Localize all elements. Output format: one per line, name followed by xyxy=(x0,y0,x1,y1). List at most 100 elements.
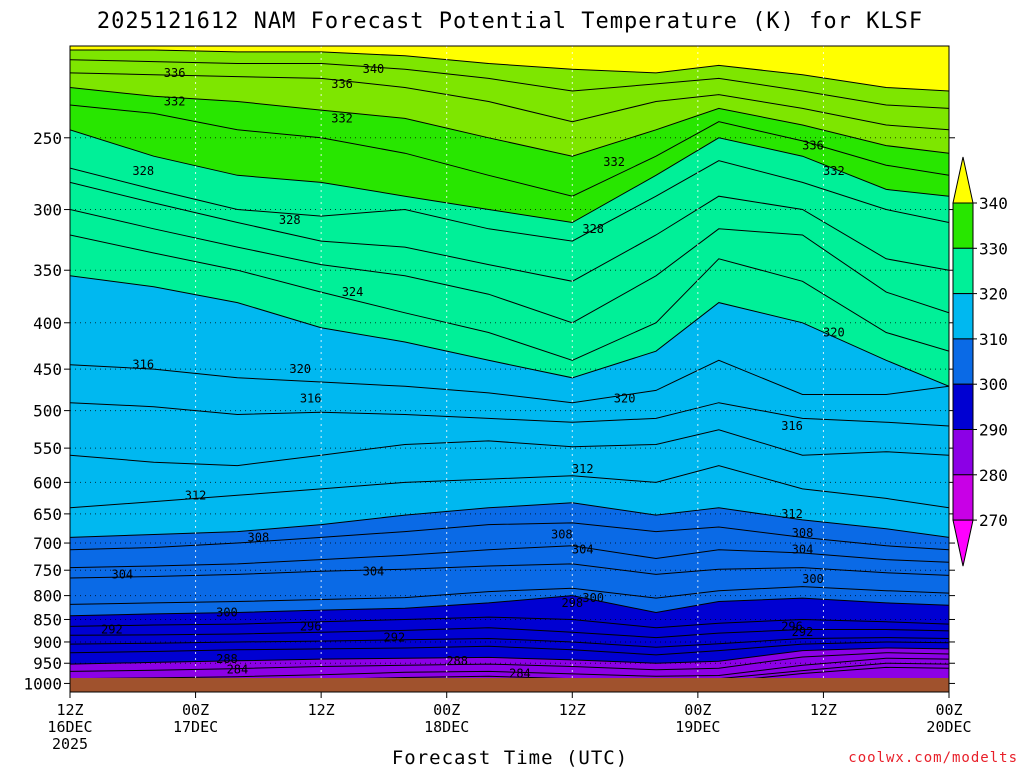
contour-label: 336 xyxy=(331,77,353,91)
contour-label: 332 xyxy=(823,164,845,178)
colorbar: 340 330 320 310 300 290 280 270 xyxy=(952,156,1008,567)
isentrope-334 xyxy=(70,87,949,157)
contour-label: 304 xyxy=(792,543,814,557)
isentrope-298 xyxy=(70,616,949,629)
isentrope-312 xyxy=(70,465,949,509)
x-tick-label: 19DEC xyxy=(675,718,720,736)
contour-label: 328 xyxy=(582,222,604,236)
ground-bar xyxy=(70,678,949,692)
credit-text: coolwx.com/modelts xyxy=(848,750,1018,766)
x-tick-label: 12Z xyxy=(810,701,837,719)
contour-label: 292 xyxy=(384,631,406,645)
y-tick-label: 800 xyxy=(33,587,62,606)
contour-label: 332 xyxy=(331,111,353,125)
contour-label: 304 xyxy=(111,567,133,581)
contour-label: 288 xyxy=(446,654,468,668)
y-tick-label: 900 xyxy=(33,633,62,652)
contour-label: 336 xyxy=(802,139,824,153)
isentrope-332 xyxy=(70,104,949,197)
contour-label: 300 xyxy=(582,591,604,605)
isentrope-326 xyxy=(70,181,949,282)
contour-label: 328 xyxy=(132,164,154,178)
contour-label: 336 xyxy=(164,66,186,80)
colorbar-segment xyxy=(952,338,974,385)
contour-label: 300 xyxy=(216,605,238,619)
contour-labels: 336 340 336 332 332 336 332 332 328 328 328 324 320 3… xyxy=(101,62,845,680)
x-tick-label: 16DEC xyxy=(47,718,92,736)
x-tick-label: 00Z xyxy=(182,701,209,719)
contour-label: 284 xyxy=(227,662,249,676)
x-tick-label: 00Z xyxy=(935,701,962,719)
contour-label: 316 xyxy=(132,358,154,372)
y-tick-label: 850 xyxy=(33,610,62,629)
isentrope-306 xyxy=(70,545,949,569)
contour-label: 316 xyxy=(300,392,322,406)
colorbar-segment xyxy=(952,429,974,476)
contour-label: 308 xyxy=(792,526,814,540)
contour-label: 304 xyxy=(572,543,594,557)
x-tick-label: 17DEC xyxy=(173,718,218,736)
isentrope-300 xyxy=(70,595,949,617)
chart-title: 2025121612 NAM Forecast Potential Temper… xyxy=(97,9,923,34)
isentrope-338 xyxy=(70,59,949,109)
isentrope-282 xyxy=(752,666,949,678)
colorbar-segment xyxy=(952,247,974,295)
y-tick-label: 950 xyxy=(33,654,62,673)
contour-label: 308 xyxy=(248,530,270,544)
isentrope-284 xyxy=(362,662,949,678)
contour-label: 340 xyxy=(363,62,385,76)
y-tick-label: 700 xyxy=(33,534,62,553)
contour-label: 288 xyxy=(216,652,238,666)
isentrope-318 xyxy=(70,359,949,404)
x-tick-label: 12Z xyxy=(308,701,335,719)
isentrope-304 xyxy=(70,563,949,579)
contour-label: 332 xyxy=(603,155,625,169)
contour-label: 328 xyxy=(279,213,301,227)
y-tick-label: 500 xyxy=(33,402,62,421)
isentrope-288 xyxy=(70,652,949,672)
isentrope-286 xyxy=(90,657,949,678)
isentrope-314 xyxy=(70,429,949,467)
contour-label: 312 xyxy=(185,488,207,502)
x-tick-label: 12Z xyxy=(559,701,586,719)
contour-label: 304 xyxy=(363,564,385,578)
contour-label: 296 xyxy=(781,619,803,633)
colorbar-label: 290 xyxy=(979,421,1008,440)
colorbar-label: 310 xyxy=(979,330,1008,349)
band-340 xyxy=(70,46,949,91)
contour-label: 296 xyxy=(300,619,322,633)
y-tick-label: 1000 xyxy=(23,674,62,693)
isentrope-290 xyxy=(70,647,949,665)
colorbar-label: 340 xyxy=(979,194,1008,213)
y-tick-label: 250 xyxy=(33,129,62,148)
isentrope-302 xyxy=(70,586,949,605)
plot-area: 336 340 336 332 332 336 332 332 328 328 328 324 320 3… xyxy=(69,45,950,693)
contour-label: 320 xyxy=(614,392,636,406)
contour-label: 292 xyxy=(101,623,123,637)
contour-label: 316 xyxy=(781,419,803,433)
colorbar-label: 330 xyxy=(979,239,1008,258)
contour-label: 324 xyxy=(342,285,364,299)
isentrope-310 xyxy=(70,502,949,538)
x-tick-label: 00Z xyxy=(433,701,460,719)
y-tick-label: 650 xyxy=(33,505,62,524)
colorbar-label: 320 xyxy=(979,285,1008,304)
colorbar-label: 300 xyxy=(979,375,1008,394)
y-tick-label: 400 xyxy=(33,314,62,333)
x-tick-label: 00Z xyxy=(684,701,711,719)
x-tick-label: 20DEC xyxy=(926,718,971,736)
contour-label: 332 xyxy=(164,95,186,109)
colorbar-label: 270 xyxy=(979,511,1008,530)
x-tick-label: 12Z xyxy=(56,701,83,719)
contour-label: 300 xyxy=(802,572,824,586)
contour-label: 320 xyxy=(823,325,845,339)
isentrope-294 xyxy=(70,637,949,648)
isentrope-330 xyxy=(70,129,949,224)
contour-label: 320 xyxy=(289,362,311,376)
y-tick-label: 350 xyxy=(33,261,62,280)
filled-contour-bands xyxy=(70,46,949,678)
colorbar-segment xyxy=(952,474,974,521)
y-tick-label: 600 xyxy=(33,473,62,492)
y-tick-label: 300 xyxy=(33,201,62,220)
